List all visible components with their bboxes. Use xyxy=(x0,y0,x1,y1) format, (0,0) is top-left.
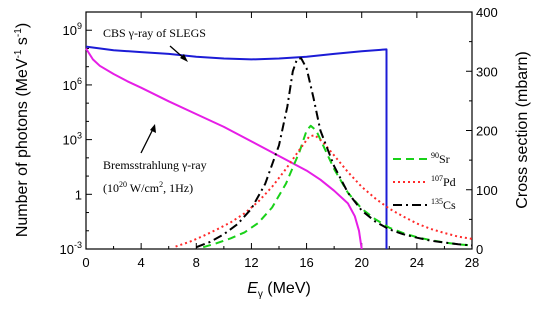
y-right-tick-label: 200 xyxy=(476,124,498,139)
series-line-0 xyxy=(85,45,388,249)
y-right-tick-label: 0 xyxy=(476,242,483,257)
x-tick-label: 0 xyxy=(82,255,89,270)
y-left-tick-label: 10-3 xyxy=(60,240,82,257)
annotation-cbs: CBS γ-ray of SLEGS xyxy=(103,26,206,62)
series-line-1 xyxy=(85,47,363,250)
y-left-tick-label: 103 xyxy=(63,131,82,148)
annotation-brems-text: Bremsstrahlung γ-ray xyxy=(103,158,207,172)
legend-label-cs: 135Cs xyxy=(431,197,456,212)
x-tick-label: 4 xyxy=(138,255,145,270)
y-left-tick-label: 106 xyxy=(63,76,82,93)
series-line-4 xyxy=(195,57,473,249)
x-tick-label: 20 xyxy=(354,255,368,270)
x-tick-label: 16 xyxy=(299,255,313,270)
series-line-2 xyxy=(202,124,473,249)
annotation-brems-arrowhead xyxy=(150,124,156,133)
series-layer xyxy=(85,45,473,250)
y-right-tick-label: 300 xyxy=(476,64,498,79)
annotation-cbs-text: CBS γ-ray of SLEGS xyxy=(103,26,206,40)
annotation-cbs-arrowhead xyxy=(180,54,188,62)
x-tick-label: 8 xyxy=(193,255,200,270)
y-right-tick-label: 100 xyxy=(476,183,498,198)
annotation-brems: Bremsstrahlung γ-ray (1020 W/cm2, 1Hz) xyxy=(103,124,207,195)
plot-frame xyxy=(85,11,473,250)
y-left-tick-label: 109 xyxy=(63,21,82,38)
x-tick-label: 24 xyxy=(410,255,424,270)
y-left-tick-label: 1 xyxy=(75,187,82,202)
y-axis-right-title: Cross section (mbarn) xyxy=(514,51,531,208)
legend-label-sr: 90Sr xyxy=(431,151,450,166)
legend-label-pd: 107Pd xyxy=(431,174,456,189)
series-line-3 xyxy=(175,134,473,248)
annotation-brems-params: (1020 W/cm2, 1Hz) xyxy=(103,180,193,195)
x-tick-label: 28 xyxy=(465,255,479,270)
legend: 90Sr 107Pd 135Cs xyxy=(393,151,456,212)
annotation-brems-arrow xyxy=(140,128,154,154)
y-axis-left-title: Number of photons (MeV-1 s-1) xyxy=(13,23,31,237)
y-right-tick-label: 400 xyxy=(476,5,498,20)
x-tick-label: 12 xyxy=(244,255,258,270)
x-axis-title: Eγ (MeV) xyxy=(247,280,311,300)
